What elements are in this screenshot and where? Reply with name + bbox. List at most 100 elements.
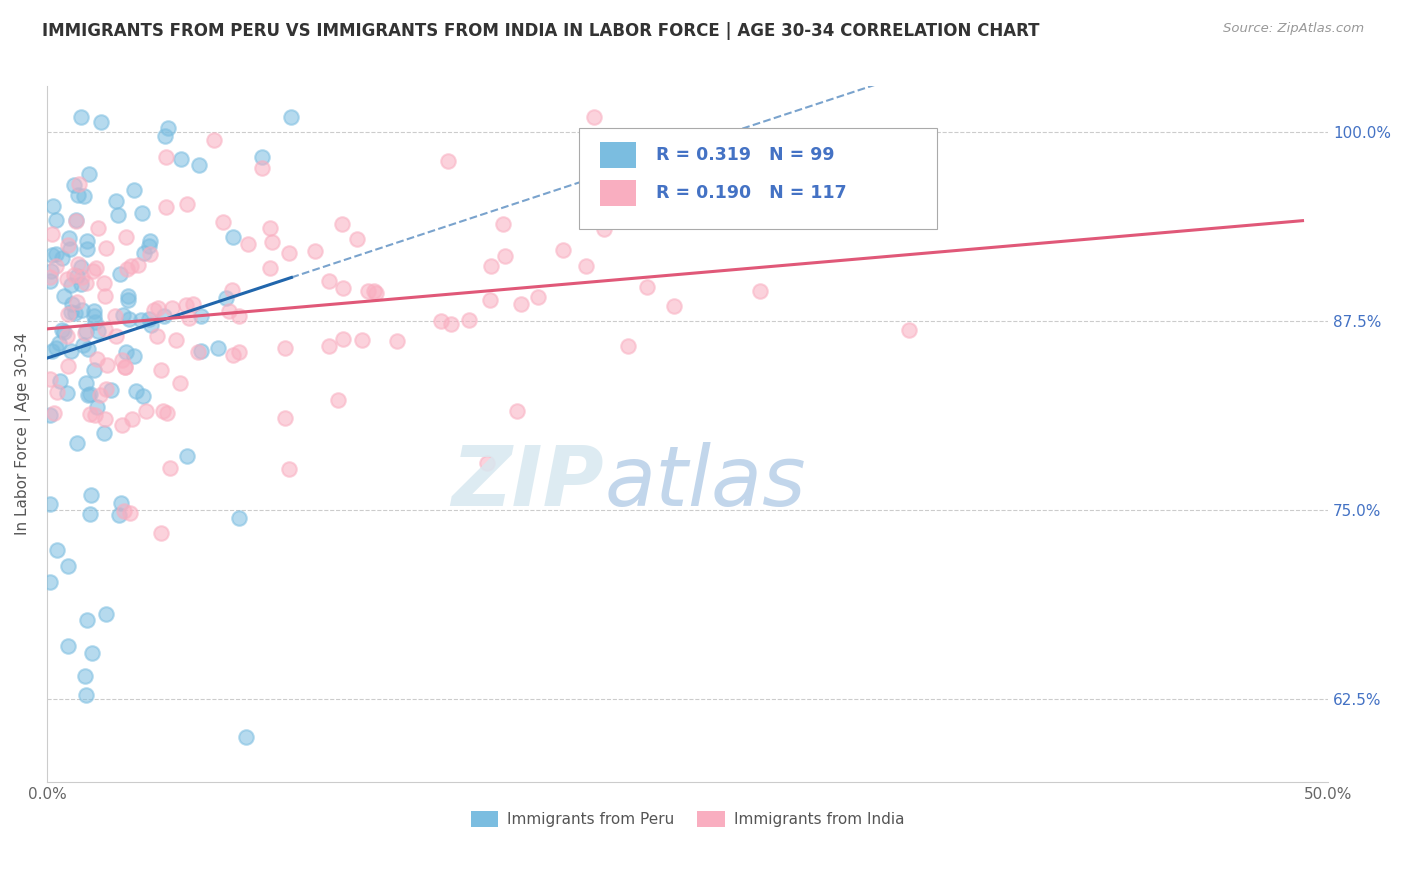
Point — [222, 348, 245, 362]
FancyBboxPatch shape — [600, 142, 637, 169]
Point — [93, 425, 115, 440]
Point — [478, 293, 501, 307]
Point — [153, 129, 176, 144]
Point — [593, 222, 616, 236]
Point — [65, 213, 87, 227]
Point — [436, 154, 458, 169]
Point — [262, 235, 284, 249]
Point — [45, 341, 67, 355]
Point — [132, 245, 155, 260]
Point — [221, 283, 243, 297]
Point — [115, 344, 138, 359]
Text: ZIP: ZIP — [451, 442, 605, 524]
Point — [83, 303, 105, 318]
Point — [228, 310, 250, 324]
Point — [56, 386, 79, 401]
Point — [77, 343, 100, 357]
Point — [114, 360, 136, 375]
Point — [138, 311, 160, 326]
Point — [125, 384, 148, 398]
Point — [112, 503, 135, 517]
Point — [87, 324, 110, 338]
Text: IMMIGRANTS FROM PERU VS IMMIGRANTS FROM INDIA IN LABOR FORCE | AGE 30-34 CORRELA: IMMIGRANTS FROM PERU VS IMMIGRANTS FROM … — [42, 22, 1039, 40]
Point — [169, 152, 191, 166]
Point — [430, 314, 453, 328]
Point — [96, 358, 118, 372]
Point — [150, 526, 173, 541]
Point — [252, 161, 274, 176]
Text: R = 0.190   N = 117: R = 0.190 N = 117 — [655, 184, 846, 202]
Point — [41, 264, 63, 278]
Point — [259, 221, 281, 235]
Point — [111, 353, 134, 368]
Point — [76, 613, 98, 627]
Point — [278, 462, 301, 476]
Point — [152, 404, 174, 418]
Point — [96, 382, 118, 396]
Point — [83, 309, 105, 323]
Point — [75, 324, 97, 338]
Point — [108, 267, 131, 281]
Point — [350, 334, 373, 348]
Point — [60, 305, 83, 319]
Point — [139, 234, 162, 248]
Point — [146, 329, 169, 343]
Point — [38, 372, 60, 386]
FancyBboxPatch shape — [579, 128, 938, 229]
Text: atlas: atlas — [605, 442, 806, 524]
Point — [79, 508, 101, 522]
Point — [65, 436, 87, 450]
Point — [228, 510, 250, 524]
Point — [77, 167, 100, 181]
Point — [176, 197, 198, 211]
Point — [304, 244, 326, 258]
Point — [332, 332, 354, 346]
Point — [56, 359, 79, 374]
Point — [41, 343, 63, 358]
Point — [637, 280, 659, 294]
Point — [169, 376, 191, 390]
Point — [75, 326, 97, 341]
Point — [122, 183, 145, 197]
Point — [212, 215, 235, 229]
Point — [63, 178, 86, 192]
Point — [187, 158, 209, 172]
Point — [440, 318, 463, 332]
Point — [38, 575, 60, 590]
Point — [127, 258, 149, 272]
Point — [48, 374, 70, 388]
Point — [51, 323, 73, 337]
Point — [42, 199, 65, 213]
Point — [66, 268, 89, 283]
Point — [70, 277, 93, 292]
Point — [207, 341, 229, 355]
Point — [114, 360, 136, 375]
Point — [117, 293, 139, 307]
Point — [58, 230, 80, 244]
Point — [56, 558, 79, 573]
Point — [160, 301, 183, 316]
Point — [155, 150, 177, 164]
Point — [494, 249, 516, 263]
Point — [222, 230, 245, 244]
Point — [75, 688, 97, 702]
Point — [72, 338, 94, 352]
Point — [115, 262, 138, 277]
Point — [93, 277, 115, 291]
Point — [53, 325, 76, 339]
Point — [143, 302, 166, 317]
Point — [748, 284, 770, 298]
Text: R = 0.319   N = 99: R = 0.319 N = 99 — [655, 146, 834, 164]
FancyBboxPatch shape — [600, 179, 637, 206]
Point — [46, 542, 69, 557]
Legend: Immigrants from Peru, Immigrants from India: Immigrants from Peru, Immigrants from In… — [464, 805, 911, 833]
Point — [259, 260, 281, 275]
Point — [41, 248, 63, 262]
Point — [104, 309, 127, 323]
Point — [118, 312, 141, 326]
Point — [475, 455, 498, 469]
Point — [190, 310, 212, 324]
Point — [76, 243, 98, 257]
Point — [330, 217, 353, 231]
Point — [110, 496, 132, 510]
